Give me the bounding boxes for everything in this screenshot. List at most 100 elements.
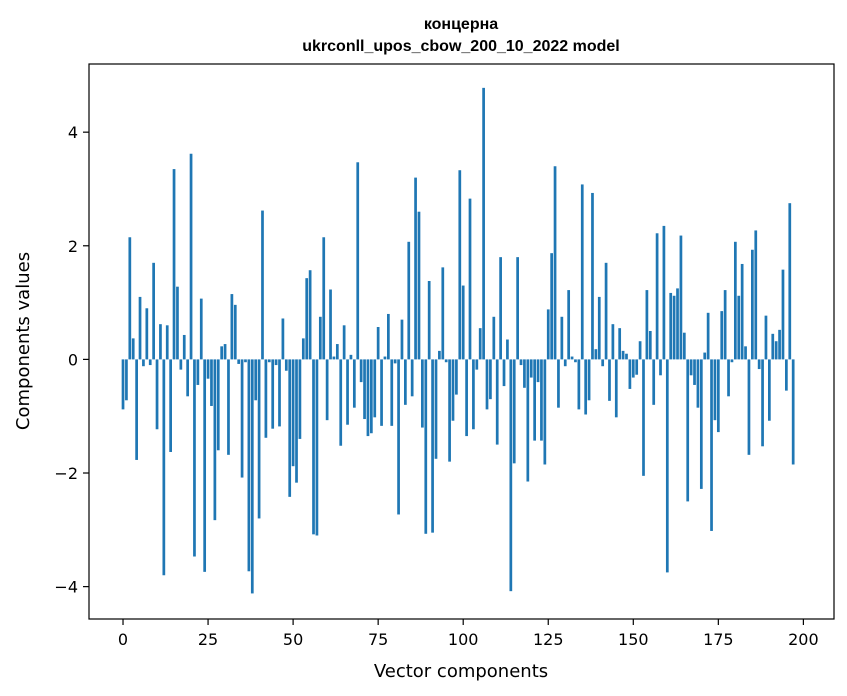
bar-41: [261, 210, 264, 360]
bar-17: [179, 359, 183, 370]
bar-99: [458, 170, 462, 360]
bar-16: [176, 286, 179, 360]
bar-153: [642, 359, 645, 476]
bar-172: [706, 312, 710, 360]
bar-9: [152, 262, 155, 360]
bar-111: [499, 257, 502, 360]
bar-189: [764, 315, 768, 360]
bar-63: [335, 344, 339, 360]
bar-173: [710, 359, 713, 531]
plot-frame: [88, 63, 835, 620]
bar-47: [281, 318, 285, 360]
bar-50: [291, 359, 295, 467]
x-axis: 0 25 50 75 100 125 150 175 200: [118, 619, 819, 649]
bar-25: [206, 359, 210, 379]
bar-45: [274, 359, 278, 366]
bar-12: [162, 359, 166, 576]
chart-title-line2: ukrconll_upos_cbow_200_10_2022 model: [302, 38, 619, 55]
bar-175: [716, 359, 720, 433]
bar-192: [774, 341, 778, 360]
bar-95: [444, 359, 448, 363]
bar-11: [159, 324, 162, 360]
bar-193: [778, 329, 781, 360]
bar-131: [567, 290, 571, 360]
bar-96: [448, 359, 451, 462]
bar-110: [495, 359, 499, 445]
bar-181: [737, 295, 741, 360]
bar-98: [455, 359, 458, 395]
bar-154: [645, 290, 649, 360]
bar-143: [608, 359, 611, 401]
bar-20: [189, 153, 193, 360]
bar-149: [628, 359, 632, 389]
bar-176: [720, 311, 724, 360]
bar-66: [346, 359, 349, 425]
bar-22: [196, 359, 200, 385]
bar-69: [356, 162, 360, 360]
bar-34: [237, 359, 241, 364]
bar-4: [135, 359, 138, 460]
bar-124: [543, 359, 547, 465]
bar-166: [686, 359, 690, 502]
bar-88: [421, 359, 424, 428]
bar-104: [475, 359, 479, 370]
bar-80: [393, 359, 397, 364]
x-tick-label: 0: [118, 630, 128, 649]
bar-105: [478, 328, 482, 360]
bar-171: [703, 352, 707, 360]
bar-10: [155, 359, 159, 430]
y-tick-label: −4: [54, 578, 78, 597]
bar-126: [550, 253, 554, 360]
bar-155: [648, 330, 652, 360]
bar-109: [492, 316, 496, 360]
bar-57: [315, 359, 319, 536]
bar-148: [625, 353, 628, 360]
bar-144: [611, 324, 615, 360]
bar-49: [288, 359, 292, 497]
bar-86: [414, 177, 417, 360]
bar-89: [424, 359, 428, 534]
bar-13: [165, 325, 169, 360]
bar-58: [318, 316, 322, 360]
bar-114: [509, 359, 513, 592]
bar-150: [631, 359, 635, 378]
bar-61: [329, 289, 332, 360]
bar-169: [696, 359, 700, 408]
bar-157: [655, 233, 659, 360]
bar-2: [128, 237, 132, 360]
bar-180: [733, 241, 737, 360]
bar-37: [247, 359, 251, 572]
bar-36: [244, 359, 247, 363]
bar-77: [383, 356, 387, 360]
bar-31: [227, 359, 230, 455]
bar-182: [740, 263, 744, 360]
bar-161: [669, 292, 673, 360]
bar-38: [250, 359, 254, 594]
bar-119: [526, 359, 530, 482]
bar-145: [614, 359, 618, 418]
bar-32: [230, 294, 234, 360]
bar-62: [332, 356, 336, 360]
bar-30: [223, 344, 227, 360]
bar-132: [570, 356, 574, 360]
x-tick-label: 25: [198, 630, 218, 649]
bar-73: [369, 359, 373, 434]
bar-184: [747, 359, 751, 455]
bar-44: [271, 359, 275, 429]
bar-53: [301, 338, 305, 360]
x-tick-label: 100: [448, 630, 479, 649]
x-tick-label: 200: [788, 630, 819, 649]
bar-168: [693, 359, 696, 385]
bar-163: [676, 288, 679, 360]
bar-64: [339, 359, 343, 446]
bar-3: [131, 338, 135, 360]
y-tick-label: 4: [68, 123, 78, 142]
bar-87: [417, 211, 421, 360]
bar-194: [781, 269, 785, 360]
bar-24: [203, 359, 207, 572]
bar-100: [461, 285, 465, 360]
bar-26: [210, 359, 213, 406]
bar-60: [325, 359, 329, 421]
bar-197: [791, 359, 795, 465]
bar-94: [441, 267, 445, 360]
